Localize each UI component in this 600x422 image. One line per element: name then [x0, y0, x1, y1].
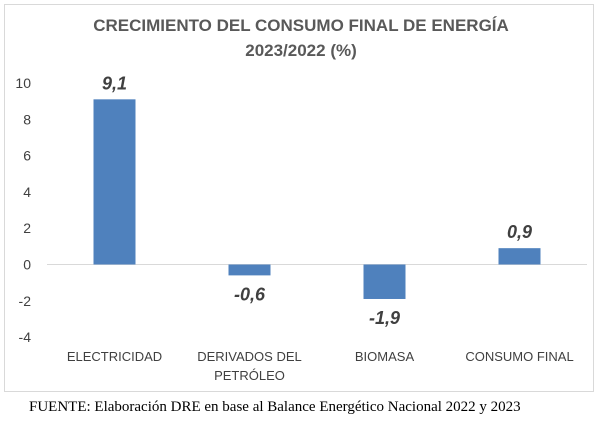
- y-tick-label: 4: [23, 184, 31, 200]
- data-label: 9,1: [102, 73, 127, 93]
- bar: [93, 99, 136, 265]
- bar-chart: CRECIMIENTO DEL CONSUMO FINAL DE ENERGÍA…: [15, 16, 587, 383]
- bar: [228, 264, 271, 276]
- source-note: FUENTE: Elaboración DRE en base al Balan…: [29, 399, 521, 415]
- bar: [498, 248, 541, 265]
- data-label: -0,6: [234, 284, 266, 304]
- chart-frame: CRECIMIENTO DEL CONSUMO FINAL DE ENERGÍA…: [4, 4, 594, 392]
- y-tick-label: -4: [19, 329, 32, 345]
- data-label: 0,9: [507, 222, 532, 242]
- x-category-label: CONSUMO FINAL: [465, 349, 573, 364]
- chart-title-line: CRECIMIENTO DEL CONSUMO FINAL DE ENERGÍA: [93, 16, 509, 35]
- y-tick-label: 8: [23, 111, 31, 127]
- data-label: -1,9: [369, 308, 400, 328]
- x-category-label: ELECTRICIDAD: [67, 349, 162, 364]
- y-tick-label: -2: [19, 293, 32, 309]
- bar: [363, 264, 406, 299]
- y-tick-label: 0: [23, 257, 31, 273]
- x-category-label: BIOMASA: [355, 349, 415, 364]
- x-category-label: DERIVADOS DEL: [197, 349, 302, 364]
- x-category-label: PETRÓLEO: [214, 368, 285, 383]
- chart-title-line: 2023/2022 (%): [245, 41, 357, 60]
- y-tick-label: 6: [23, 148, 31, 164]
- y-tick-label: 10: [15, 75, 31, 91]
- y-tick-label: 2: [23, 220, 31, 236]
